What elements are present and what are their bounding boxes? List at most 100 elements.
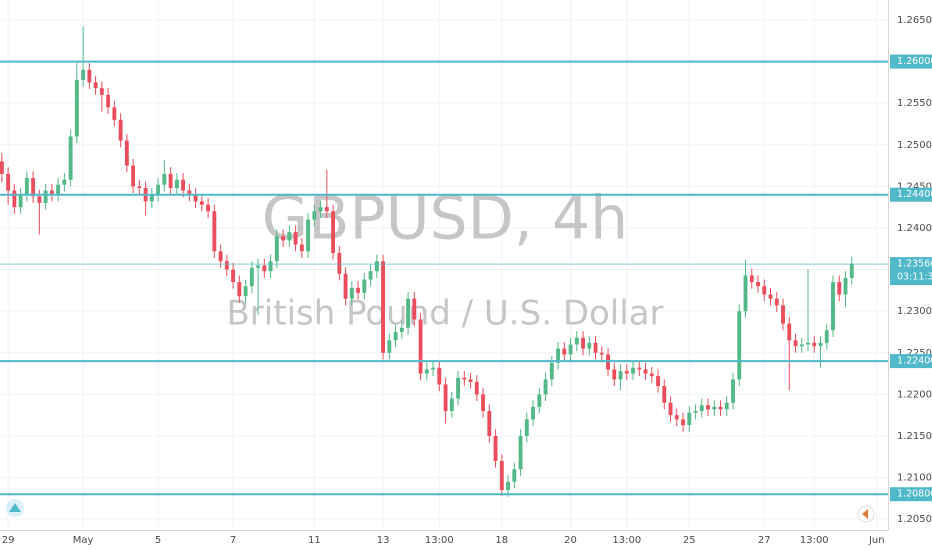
- level-label-box: [890, 187, 932, 202]
- candle-body: [218, 251, 223, 262]
- candle-body: [256, 265, 261, 268]
- candle-body: [181, 179, 186, 191]
- y-tick-label: 1.20500: [897, 514, 932, 525]
- y-tick-label: 1.25000: [897, 140, 932, 151]
- candle-body: [337, 252, 342, 274]
- level-label: 1.24400: [897, 189, 932, 200]
- candle-body: [656, 376, 660, 387]
- candle-body: [499, 460, 504, 491]
- candle-body: [106, 94, 111, 108]
- candle-body: [93, 82, 98, 89]
- candle-body: [549, 362, 554, 380]
- scroll-button[interactable]: [857, 505, 875, 523]
- candle-body: [562, 348, 567, 355]
- candle-body: [349, 287, 354, 299]
- x-tick-label: 11: [308, 535, 321, 546]
- level-label: 1.22400: [897, 356, 932, 367]
- candle-body: [49, 190, 54, 195]
- candle-body: [162, 173, 167, 185]
- candle-body: [37, 196, 42, 204]
- candle-body: [168, 173, 173, 189]
- candle-body: [612, 369, 617, 380]
- candle-body: [781, 305, 785, 324]
- y-tick-label: 1.22000: [897, 389, 932, 400]
- candle-body: [818, 342, 823, 347]
- candle-body: [849, 263, 854, 278]
- candle-body: [299, 244, 304, 252]
- level-label: 1.26000: [897, 56, 932, 67]
- candle-body: [568, 344, 573, 355]
- x-tick-label: 20: [564, 535, 577, 546]
- axes: 1.26500 1.26000 1.25500 1.25000 1.24500 1.240…: [2, 15, 932, 546]
- candle-body: [806, 342, 810, 345]
- candle-body: [399, 327, 404, 332]
- candle-body: [293, 232, 298, 245]
- candle-body: [231, 269, 236, 283]
- candle-body: [424, 369, 429, 374]
- candle-body: [518, 435, 523, 470]
- candle-body: [824, 330, 829, 343]
- candle-body: [743, 275, 748, 312]
- candle-body: [718, 406, 723, 410]
- x-tick-label: 13:00: [425, 535, 454, 546]
- grid: [0, 0, 888, 530]
- candle-body: [18, 194, 23, 208]
- candle-body: [624, 371, 629, 374]
- x-tick-label: 18: [495, 535, 508, 546]
- candle-body: [762, 286, 767, 295]
- candle-body: [137, 186, 142, 189]
- candle-body: [243, 286, 248, 297]
- candle-body: [324, 207, 329, 212]
- candle-body: [374, 261, 379, 272]
- candle-body: [487, 411, 492, 436]
- candle-body: [587, 342, 592, 349]
- candle-body: [12, 190, 17, 208]
- candle-body: [81, 69, 86, 80]
- candle-body: [524, 419, 529, 436]
- watermark-subtitle: British Pound / U.S. Dollar: [226, 294, 663, 334]
- plot: [0, 26, 888, 497]
- candle-body: [412, 298, 417, 320]
- logo[interactable]: [6, 499, 24, 517]
- candle-body: [631, 367, 635, 374]
- candle-body: [62, 179, 67, 185]
- scroll-button-icon[interactable]: [862, 509, 868, 519]
- candle-body: [99, 88, 104, 95]
- candle-body: [381, 261, 386, 353]
- candle-body: [6, 173, 11, 191]
- candle-body: [512, 469, 517, 482]
- y-tick-label: 1.22500: [897, 348, 932, 359]
- candle-body: [787, 323, 792, 341]
- candle-body: [456, 377, 460, 399]
- candle-body: [462, 377, 467, 380]
- candle-body: [449, 398, 454, 412]
- candle-body: [599, 352, 604, 355]
- candle-body: [118, 119, 123, 141]
- candle-body: [68, 136, 73, 180]
- candle-body: [643, 369, 648, 374]
- candle-body: [312, 211, 317, 220]
- candle-body: [749, 275, 754, 283]
- candle-body: [87, 69, 92, 83]
- candle-body: [237, 282, 242, 297]
- x-tick-label: 13:00: [612, 535, 641, 546]
- candle-body: [831, 282, 835, 331]
- logo-shape[interactable]: [9, 503, 21, 512]
- candle-body: [674, 415, 679, 420]
- candle-body: [443, 384, 448, 412]
- candle-body: [149, 194, 154, 202]
- x-tick-label: 13:00: [800, 535, 829, 546]
- candle-body: [493, 435, 498, 461]
- candle-body: [387, 340, 392, 353]
- last-price-box: [890, 257, 932, 286]
- candle-body: [0, 161, 4, 174]
- candle-body: [543, 379, 548, 395]
- candle-body: [187, 190, 192, 195]
- candle-body: [687, 412, 692, 426]
- candle-body: [199, 201, 204, 205]
- level-label-box: [890, 354, 932, 369]
- y-tick-label: 1.25500: [897, 98, 932, 109]
- candle-body: [437, 367, 442, 385]
